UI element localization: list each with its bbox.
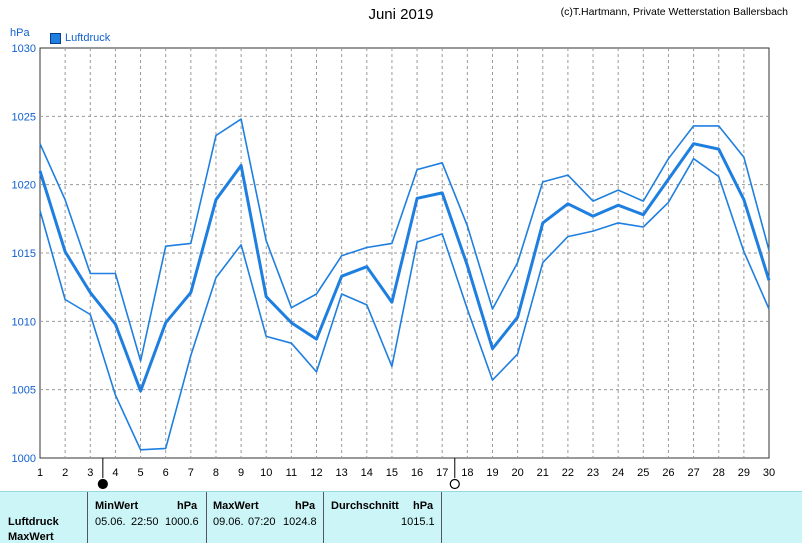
credit-text: (c)T.Hartmann, Private Wetterstation Bal… xyxy=(560,6,788,18)
max-value: 1024.8 xyxy=(283,516,317,528)
max-unit: hPa xyxy=(295,500,316,512)
x-tick-label: 21 xyxy=(537,467,549,479)
min-unit: hPa xyxy=(177,500,198,512)
y-axis-ticks: 1000 1005 1010 1015 1020 1025 1030 xyxy=(12,43,36,465)
x-tick-label: 16 xyxy=(411,467,423,479)
avg-value: 1015.1 xyxy=(401,516,435,528)
footer-divider xyxy=(206,492,207,543)
chart-grid xyxy=(39,47,770,459)
x-tick-label: 20 xyxy=(511,467,523,479)
avg-header: Durchschnitt xyxy=(331,500,399,512)
series-line-envelope xyxy=(39,118,770,362)
series-line-luftdruck xyxy=(38,142,771,393)
footer-divider xyxy=(441,492,442,543)
max-header: MaxWert xyxy=(213,500,259,512)
y-tick-label: 1025 xyxy=(12,111,36,123)
avg-unit: hPa xyxy=(413,500,434,512)
min-header: MinWert xyxy=(95,500,139,512)
x-axis-ticks: 1 2 3 4 5 6 7 8 9 10 11 12 13 14 15 16 17 18 19 20 21 22 23 24 2… xyxy=(37,467,775,479)
chart-series xyxy=(38,118,771,451)
row-label-luftdruck: Luftdruck xyxy=(8,516,59,528)
x-tick-label: 19 xyxy=(486,467,498,479)
x-tick-label: 22 xyxy=(562,467,574,479)
x-tick-label: 30 xyxy=(763,467,775,479)
y-tick-label: 1005 xyxy=(12,385,36,397)
y-tick-label: 1010 xyxy=(12,316,36,328)
y-tick-label: 1015 xyxy=(12,248,36,260)
chart-title: Juni 2019 xyxy=(368,6,434,23)
x-tick-label: 18 xyxy=(461,467,473,479)
y-axis-unit: hPa xyxy=(10,27,30,39)
legend-label: Luftdruck xyxy=(65,32,111,44)
min-time: 22:50 xyxy=(131,516,159,528)
x-tick-label: 10 xyxy=(260,467,272,479)
moon-markers xyxy=(97,458,460,490)
footer-divider xyxy=(323,492,324,543)
x-tick-label: 4 xyxy=(112,467,118,479)
min-date: 05.06. xyxy=(95,516,126,528)
x-tick-label: 7 xyxy=(188,467,194,479)
x-tick-label: 29 xyxy=(738,467,750,479)
x-tick-label: 17 xyxy=(436,467,448,479)
new-moon-icon xyxy=(97,478,108,490)
x-tick-label: 24 xyxy=(612,467,624,479)
x-tick-label: 9 xyxy=(238,467,244,479)
series-line-envelope xyxy=(39,157,770,451)
x-tick-label: 23 xyxy=(587,467,599,479)
x-tick-label: 2 xyxy=(62,467,68,479)
legend-swatch xyxy=(50,32,61,44)
min-value: 1000.6 xyxy=(165,516,199,528)
x-tick-label: 11 xyxy=(286,467,297,479)
x-tick-label: 25 xyxy=(637,467,649,479)
x-tick-label: 12 xyxy=(310,467,322,479)
max-time: 07:20 xyxy=(248,516,276,528)
stats-footer: Luftdruck MaxWert MinWert hPa 05.06. 22:… xyxy=(0,491,802,543)
x-tick-label: 8 xyxy=(213,467,219,479)
x-tick-label: 1 xyxy=(37,467,43,479)
row-label-maxwert: MaxWert xyxy=(8,531,54,543)
x-tick-label: 26 xyxy=(662,467,674,479)
y-tick-label: 1020 xyxy=(12,180,36,192)
x-tick-label: 28 xyxy=(713,467,725,479)
y-tick-label: 1030 xyxy=(12,43,36,55)
y-tick-label: 1000 xyxy=(12,453,36,465)
x-tick-label: 3 xyxy=(87,467,93,479)
footer-divider xyxy=(87,492,88,543)
full-moon-icon xyxy=(449,478,460,490)
legend: Luftdruck xyxy=(50,32,110,44)
x-tick-label: 13 xyxy=(336,467,348,479)
max-date: 09.06. xyxy=(213,516,244,528)
x-tick-label: 6 xyxy=(163,467,169,479)
x-tick-label: 5 xyxy=(137,467,143,479)
x-tick-label: 15 xyxy=(386,467,398,479)
x-tick-label: 14 xyxy=(361,467,373,479)
x-tick-label: 27 xyxy=(687,467,699,479)
